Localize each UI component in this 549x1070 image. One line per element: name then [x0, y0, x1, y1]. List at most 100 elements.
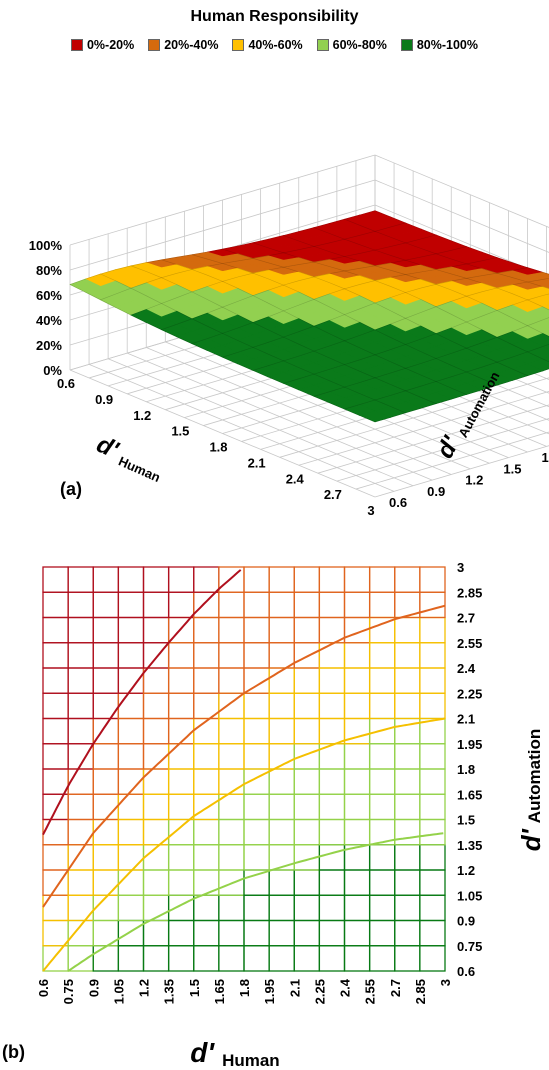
grid-cell [243, 844, 270, 871]
y-tick-label: 2.7 [457, 611, 475, 626]
grid-cell [394, 642, 421, 669]
grid-cell [293, 743, 321, 770]
grid-cell [268, 591, 295, 619]
grid-cell [419, 919, 446, 947]
grid-cell [343, 894, 371, 922]
grid-cell [293, 919, 321, 947]
grid-cell [218, 743, 245, 770]
grid-cell [268, 768, 295, 795]
grid-cell [193, 566, 220, 593]
y-tick-label: 1.2 [465, 473, 483, 488]
z-tick-label: 0% [43, 363, 62, 378]
grid-cell [243, 743, 270, 770]
z-tick-label: 40% [36, 313, 62, 328]
grid-cell [142, 717, 170, 745]
grid-cell [243, 616, 270, 644]
x-tick-label: 1.8 [209, 440, 227, 455]
grid-cell [142, 616, 170, 644]
grid-cell [167, 768, 195, 795]
legend-swatch [400, 39, 413, 51]
legend: 0%-20% 20%-40% 40%-60% 60%-80% 80%-100% [0, 38, 549, 52]
x-axis-title: d'Human [92, 431, 168, 485]
grid-cell [394, 717, 421, 745]
grid-cell [193, 919, 220, 947]
grid-cell [268, 869, 295, 896]
grid-cell [67, 642, 94, 669]
grid-cell [167, 919, 195, 947]
y-tick-label: 1.65 [457, 787, 482, 802]
grid-cell [268, 919, 295, 947]
grid-cell [218, 642, 245, 669]
surface-patch [358, 410, 392, 423]
x-tick-label: 0.9 [86, 979, 101, 997]
grid-cell [167, 844, 195, 871]
grid-cell [293, 818, 321, 846]
y-tick-label: 0.9 [427, 484, 445, 499]
grid-cell [193, 945, 220, 972]
grid-cell [268, 667, 295, 694]
grid-cell [268, 793, 295, 821]
grid-cell [243, 793, 270, 821]
grid-cell [67, 717, 94, 745]
grid-cell [394, 793, 421, 821]
grid-cell [419, 667, 446, 694]
grid-cell [92, 945, 120, 972]
contour-chart: 0.6 0.75 0.9 1.05 1.2 1.35 1.5 1.65 1.8 1.95 2.1 2.… [2, 560, 546, 1070]
grid-cell [218, 894, 245, 922]
grid-cell [117, 591, 145, 619]
grid-cell [243, 566, 270, 593]
grid-cell [343, 642, 371, 669]
grid-cell [293, 692, 321, 720]
grid-cell [42, 743, 69, 770]
grid-cell [419, 692, 446, 720]
grid-cell [142, 692, 170, 720]
grid-cell [67, 793, 94, 821]
grid-cell [117, 616, 145, 644]
grid-cell [67, 566, 94, 593]
grid-cell [293, 717, 321, 745]
grid-cell [67, 591, 94, 619]
grid-cell [92, 566, 120, 593]
grid-cell [92, 869, 120, 896]
y-tick-label: 0.6 [457, 964, 475, 979]
grid-cell [167, 793, 195, 821]
y-tick-label: 1.05 [457, 888, 482, 903]
legend-item: 40%-60% [232, 38, 303, 52]
grid-cell [268, 616, 295, 644]
grid-cell [167, 642, 195, 669]
grid-cell [419, 818, 446, 846]
y-tick-label: 1.35 [457, 838, 482, 853]
grid-cell [42, 616, 69, 644]
contour-line [42, 604, 446, 908]
grid-cell [142, 945, 170, 972]
grid-cell [193, 768, 220, 795]
grid-cell [318, 844, 346, 871]
grid-cell [243, 642, 270, 669]
x-tick-label: 0.6 [36, 979, 51, 997]
grid-cell [117, 818, 145, 846]
x-tick-label: 2.4 [338, 978, 353, 997]
grid-cell [394, 768, 421, 795]
grid-cell [419, 844, 446, 871]
grid-cell [67, 692, 94, 720]
z-tick-label: 80% [36, 263, 62, 278]
grid-cell [419, 869, 446, 896]
grid-cell [343, 667, 371, 694]
grid-cell [193, 616, 220, 644]
x-tick-label: 1.5 [171, 424, 189, 439]
grid-cell [92, 642, 120, 669]
grid-cell [318, 566, 346, 593]
grid-cell [293, 869, 321, 896]
grid-cell [318, 717, 346, 745]
grid-cell [42, 566, 69, 593]
grid-cell [394, 566, 421, 593]
grid-cell [394, 869, 421, 896]
y-tick-label: 2.4 [457, 661, 476, 676]
grid-cell [293, 591, 321, 619]
grid-cell [42, 818, 69, 846]
surface [69, 210, 549, 423]
grid-cell [193, 793, 220, 821]
grid-cell [318, 869, 346, 896]
grid-cell [243, 818, 270, 846]
z-tick-label: 20% [36, 338, 62, 353]
